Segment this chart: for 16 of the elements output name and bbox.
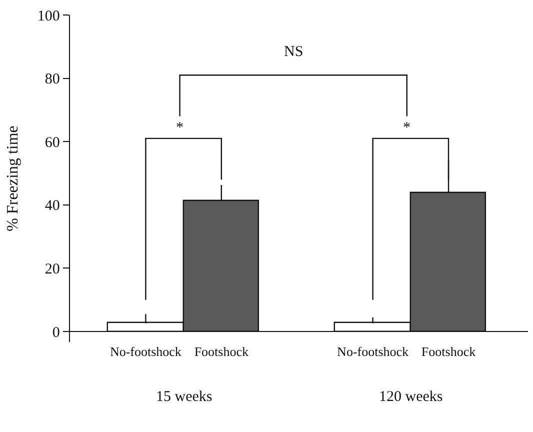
y-tick-label: 100 [37, 8, 60, 24]
text: 120 weeks [379, 389, 443, 405]
x-tick-label: Footshock [421, 344, 476, 359]
y-tick-label: 0 [52, 324, 60, 341]
x-tick-label: No-footshock [110, 344, 182, 359]
annotation: * [403, 120, 410, 136]
x-tick-label: Footshock [194, 344, 249, 359]
y-tick-label: 80 [44, 72, 60, 88]
y-tick-label: 40 [44, 198, 60, 214]
y-tick-label: 60 [44, 134, 60, 151]
y-axis-title: % Freezing time [4, 126, 22, 232]
annotation: * [176, 120, 184, 136]
annotation: NS [284, 44, 304, 60]
text: 15 weeks [156, 389, 212, 405]
x-tick-label: No-footshock [337, 344, 410, 359]
y-tick-label: 20 [44, 261, 60, 278]
